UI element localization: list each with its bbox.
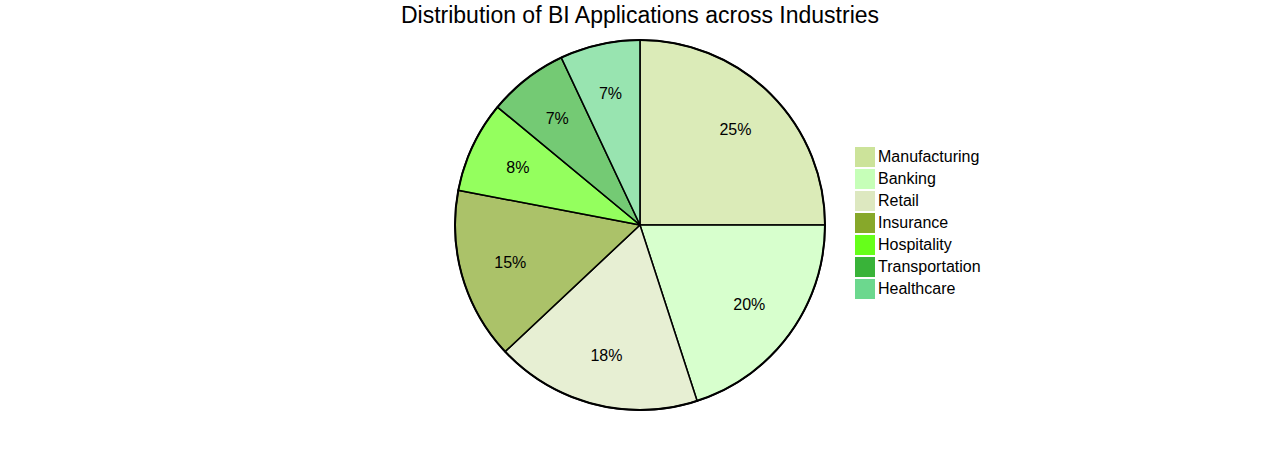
html-text:Banking: Banking: [878, 170, 936, 187]
html-text:Hospitality: Hospitality: [878, 236, 952, 253]
svg-text:8%: 8%: [506, 159, 529, 176]
html-text:Insurance: Insurance: [878, 214, 949, 231]
html-text:Transportation: Transportation: [878, 258, 981, 275]
svg-text:18%: 18%: [590, 347, 622, 364]
svg-text:7%: 7%: [546, 110, 569, 127]
html-text:Healthcare: Healthcare: [878, 280, 956, 297]
html-text:Distribution of BI Application: Distribution of BI Applications across I…: [400, 2, 880, 28]
svg-text:7%: 7%: [599, 85, 622, 102]
html-text:Manufacturing: Manufacturing: [878, 148, 980, 165]
svg-text:20%: 20%: [733, 296, 765, 313]
svg-text:25%: 25%: [719, 121, 751, 138]
svg-text:15%: 15%: [494, 254, 526, 271]
html-text:Retail: Retail: [878, 192, 919, 209]
